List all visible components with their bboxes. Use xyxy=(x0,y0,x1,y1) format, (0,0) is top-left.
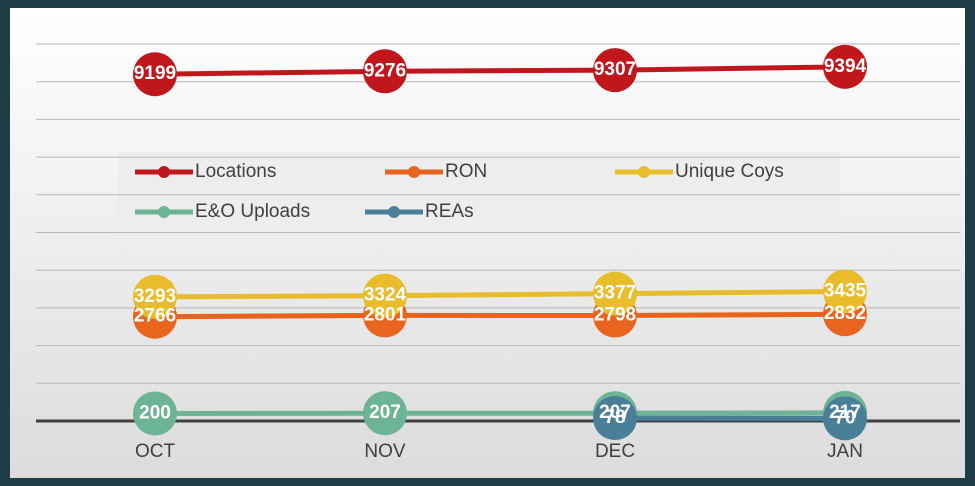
data-label: 2798 xyxy=(594,305,636,326)
marker xyxy=(593,396,637,441)
marker xyxy=(593,271,637,316)
marker xyxy=(593,48,637,93)
data-label: 3435 xyxy=(824,281,867,302)
data-label: 2832 xyxy=(824,303,866,324)
data-label: 78 xyxy=(604,407,625,428)
legend-marker xyxy=(638,166,650,178)
legend-box xyxy=(118,152,840,236)
data-label: 9307 xyxy=(594,59,636,80)
series-line xyxy=(154,410,846,416)
legend-label: RON xyxy=(445,161,487,182)
series-line xyxy=(154,64,846,77)
series-line xyxy=(154,289,846,300)
marker xyxy=(823,44,867,89)
data-label: 207 xyxy=(599,402,631,423)
marker xyxy=(133,391,177,436)
marker xyxy=(363,391,407,436)
data-label: 9199 xyxy=(134,63,176,84)
data-label: 3293 xyxy=(134,286,176,307)
data-label: 207 xyxy=(369,402,401,423)
marker xyxy=(823,269,867,314)
legend-marker xyxy=(408,166,420,178)
data-label: 2801 xyxy=(364,304,407,325)
data-label: 70 xyxy=(834,407,855,428)
data-label: 200 xyxy=(139,402,171,423)
marker xyxy=(133,52,177,97)
legend-marker xyxy=(158,166,170,178)
data-label: 3324 xyxy=(364,285,407,306)
legend-label: REAs xyxy=(425,201,474,222)
x-tick-label: NOV xyxy=(364,441,406,462)
data-label: 9276 xyxy=(364,60,406,81)
marker xyxy=(133,274,177,319)
marker xyxy=(363,49,407,94)
data-label: 3377 xyxy=(594,283,636,304)
data-label: 2766 xyxy=(134,306,176,327)
series-line xyxy=(154,311,846,320)
marker xyxy=(363,273,407,318)
data-label: 9394 xyxy=(824,56,867,77)
legend-label: E&O Uploads xyxy=(195,201,310,222)
legend-label: Locations xyxy=(195,161,276,182)
x-tick-label: OCT xyxy=(135,441,176,462)
data-label: 217 xyxy=(829,402,861,423)
x-tick-label: JAN xyxy=(827,441,863,462)
legend-label: Unique Coys xyxy=(675,161,784,182)
x-tick-label: DEC xyxy=(595,441,635,462)
marker xyxy=(823,396,867,441)
legend-marker xyxy=(158,206,170,218)
legend-marker xyxy=(388,206,400,218)
